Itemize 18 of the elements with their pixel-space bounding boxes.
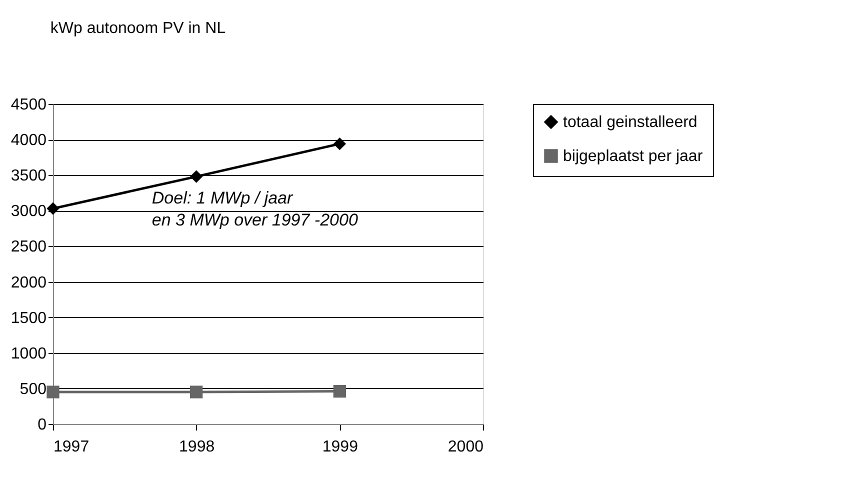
x-tick-label: 1998 — [179, 438, 215, 456]
y-tick-label: 500 — [20, 380, 47, 398]
y-tick-label: 2500 — [10, 238, 47, 256]
x-tick-label: 1999 — [322, 438, 358, 456]
annotation: Doel: 1 MWp / jaar en 3 MWp over 1997 -2000 — [152, 188, 358, 230]
chart-title: kWp autonoom PV in NL — [50, 20, 226, 37]
y-tick-label: 3000 — [10, 203, 47, 220]
y-tick-label: 1000 — [10, 345, 47, 362]
y-tick-label: 4000 — [10, 132, 47, 150]
legend-label: totaal geinstalleerd — [563, 114, 698, 131]
x-tick-label: 1997 — [54, 438, 90, 456]
y-tick-label: 4500 — [10, 96, 47, 114]
y-tick-label: 2000 — [10, 274, 47, 292]
y-tick-label: 0 — [38, 416, 47, 434]
legend-label: bijgeplaatst per jaar — [563, 148, 704, 165]
y-tick-label: 1500 — [10, 310, 47, 327]
y-tick-label: 3500 — [10, 168, 47, 185]
x-tick-label: 2000 — [448, 438, 484, 456]
